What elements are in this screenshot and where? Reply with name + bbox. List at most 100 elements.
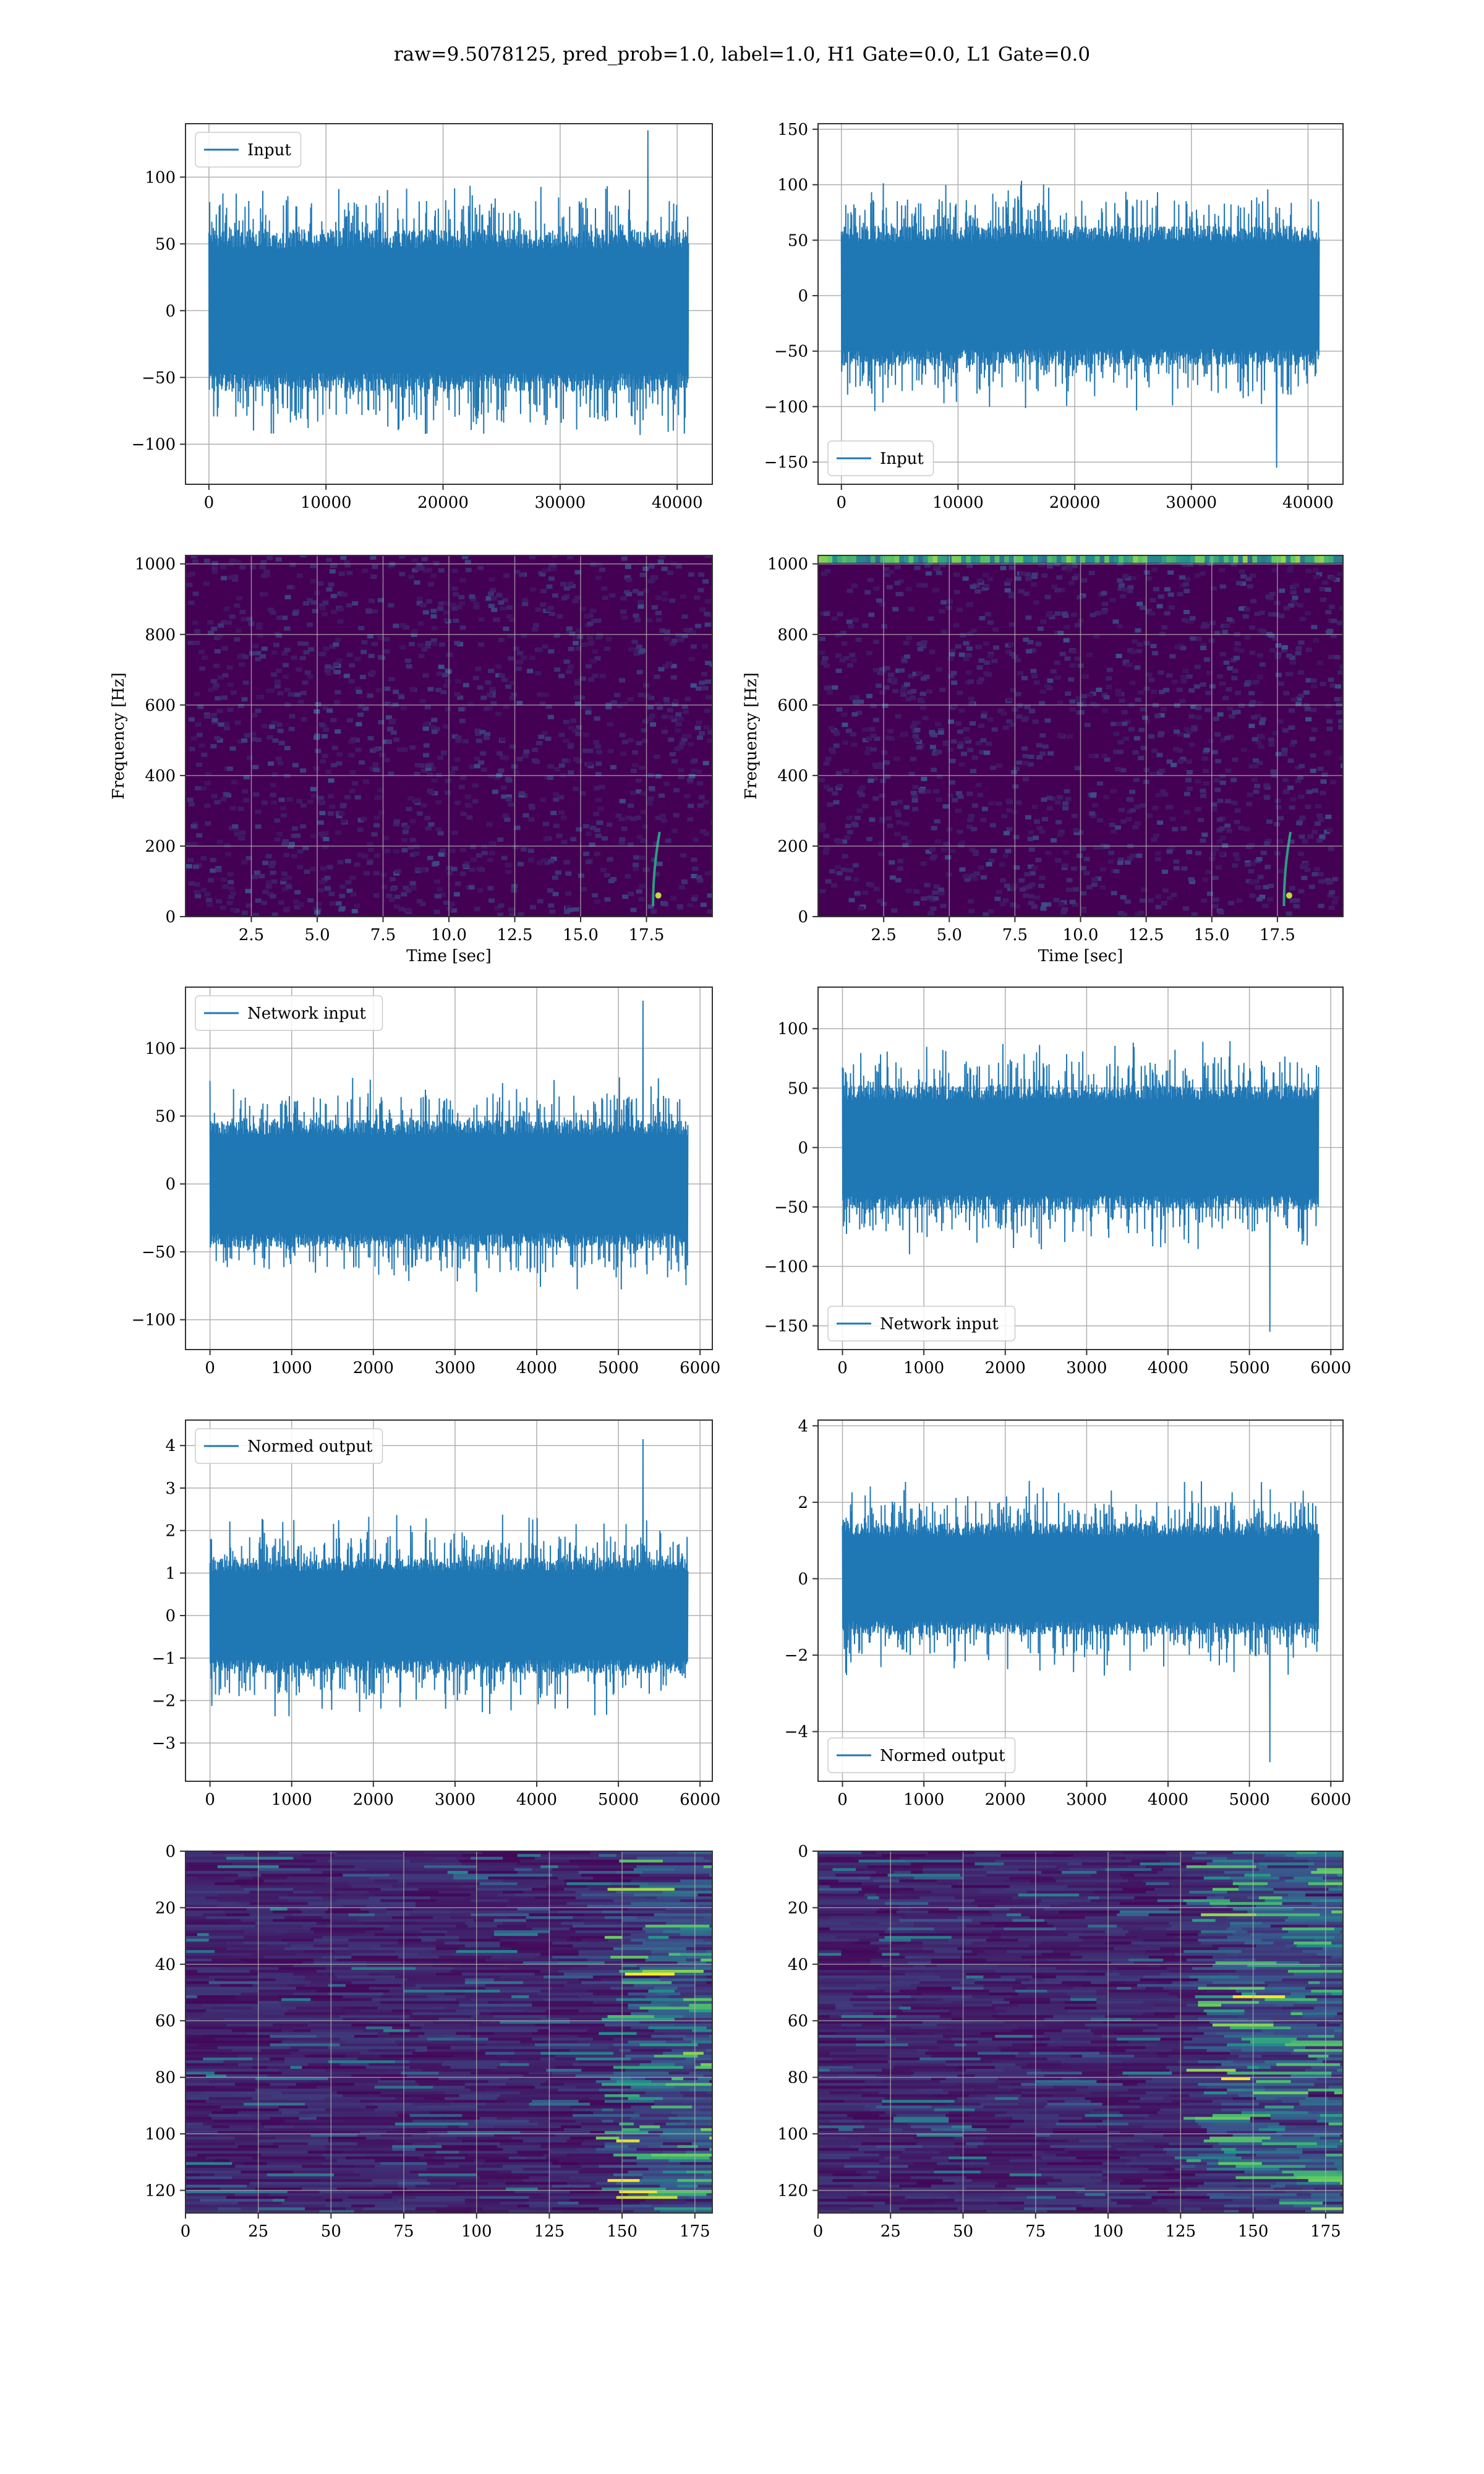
heatmap-cells: [186, 1851, 712, 2213]
high-frequency-band: [1180, 555, 1187, 563]
x-tick-label: 25: [248, 2222, 268, 2241]
high-frequency-band: [932, 555, 938, 563]
high-frequency-band: [1123, 555, 1129, 563]
x-tick-label: 0: [204, 494, 215, 512]
high-frequency-band: [1276, 555, 1282, 563]
y-tick-label: 1000: [135, 555, 176, 574]
high-frequency-band: [994, 555, 1000, 563]
high-frequency-band: [1175, 555, 1182, 563]
high-frequency-band: [1052, 555, 1057, 563]
x-tick-label: 6000: [680, 1791, 720, 1809]
x-tick-label: 5.0: [304, 926, 330, 944]
axes-frame: [185, 1419, 713, 1782]
x-tick-label: 6000: [1310, 1359, 1351, 1377]
x-tick-label: 0: [837, 1359, 848, 1377]
y-tick-label: 100: [145, 1040, 176, 1058]
high-frequency-band: [942, 555, 948, 563]
legend-label: Network input: [247, 1004, 366, 1023]
legend-label: Normed output: [247, 1437, 373, 1456]
high-frequency-band: [899, 555, 905, 563]
x-tick-label: 3000: [1066, 1359, 1107, 1377]
y-tick-label: 1000: [767, 555, 808, 574]
high-frequency-band: [1004, 555, 1010, 563]
x-tick-label: 0: [837, 1791, 848, 1809]
high-frequency-band: [903, 555, 910, 563]
high-frequency-band: [1042, 555, 1048, 563]
y-tick-label: −150: [764, 1317, 808, 1336]
x-tick-label: 7.5: [1002, 926, 1028, 944]
high-frequency-band: [918, 555, 924, 563]
high-frequency-band: [832, 555, 838, 563]
y-tick-label: 80: [788, 2069, 808, 2087]
x-axis-label: Time [sec]: [406, 947, 492, 965]
x-tick-label: 1000: [903, 1359, 944, 1377]
high-frequency-band: [880, 555, 886, 563]
y-tick-label: 50: [155, 235, 176, 254]
high-frequency-band: [818, 555, 824, 563]
heatmap-cells: [818, 555, 1343, 917]
y-tick-label: 0: [798, 1843, 808, 1861]
legend: Normed output: [195, 1428, 383, 1464]
high-frequency-band: [1257, 555, 1263, 563]
x-tick-label: 50: [953, 2222, 973, 2241]
y-tick-label: −1: [152, 1650, 176, 1668]
x-tick-label: 50: [321, 2222, 341, 2241]
y-tick-label: 150: [777, 121, 808, 139]
y-tick-label: 4: [165, 1437, 176, 1455]
x-tick-label: 150: [607, 2222, 638, 2241]
high-frequency-band: [1242, 555, 1248, 563]
high-frequency-band: [837, 555, 843, 563]
legend: Input: [195, 132, 302, 168]
legend: Input: [827, 440, 934, 476]
series-core-band: [210, 1575, 688, 1656]
panel-spectrogram-h1: 2.5 5.0 7.5 10.0 12.5 15.0 17.5 0 200 400 600 800 10…: [109, 555, 713, 965]
y-tick-label: 0: [798, 287, 808, 306]
high-frequency-band: [885, 555, 890, 563]
high-frequency-band: [1152, 555, 1158, 563]
y-tick-label: 1: [165, 1564, 176, 1583]
high-frequency-band: [1080, 555, 1086, 563]
high-frequency-band: [923, 555, 929, 563]
x-tick-label: 20000: [1049, 494, 1101, 512]
x-tick-label: 2000: [353, 1791, 394, 1809]
high-frequency-band: [908, 555, 915, 563]
y-tick-label: −2: [785, 1646, 808, 1665]
x-tick-label: 0: [205, 1791, 215, 1809]
x-tick-label: 4000: [1148, 1359, 1188, 1377]
x-tick-label: 15.0: [1194, 926, 1230, 944]
axes-frame: [185, 987, 713, 1350]
legend-label: Normed output: [880, 1747, 1005, 1765]
y-tick-label: 0: [165, 1843, 176, 1861]
x-tick-label: 15.0: [563, 926, 599, 944]
x-tick-label: 40000: [652, 494, 703, 512]
heatmap-cells: [818, 1851, 1343, 2213]
y-tick-label: −50: [142, 369, 176, 387]
high-frequency-band: [1247, 555, 1253, 563]
x-tick-label: 5000: [598, 1359, 639, 1377]
high-frequency-band: [1324, 555, 1329, 563]
y-tick-label: −100: [132, 1311, 176, 1330]
x-tick-label: 10000: [932, 494, 984, 512]
high-frequency-band: [866, 555, 871, 563]
y-tick-label: −100: [132, 435, 176, 454]
high-frequency-band: [1047, 555, 1053, 563]
legend-label: Input: [880, 450, 924, 468]
x-tick-label: 10000: [301, 494, 352, 512]
high-frequency-band: [1219, 555, 1225, 563]
x-tick-label: 0: [181, 2222, 191, 2241]
x-tick-label: 7.5: [370, 926, 396, 944]
high-frequency-band: [1271, 555, 1277, 563]
high-frequency-band: [1138, 555, 1143, 563]
high-frequency-band: [1233, 555, 1239, 563]
chirp-peak: [1286, 892, 1292, 899]
x-tick-label: 4000: [516, 1791, 557, 1809]
x-tick-label: 1000: [903, 1791, 944, 1809]
high-frequency-band: [827, 555, 834, 563]
high-frequency-band: [1094, 555, 1101, 563]
high-frequency-band: [851, 555, 857, 563]
high-frequency-band: [1033, 555, 1039, 563]
high-frequency-band: [1114, 555, 1120, 563]
y-tick-label: 100: [777, 176, 808, 195]
